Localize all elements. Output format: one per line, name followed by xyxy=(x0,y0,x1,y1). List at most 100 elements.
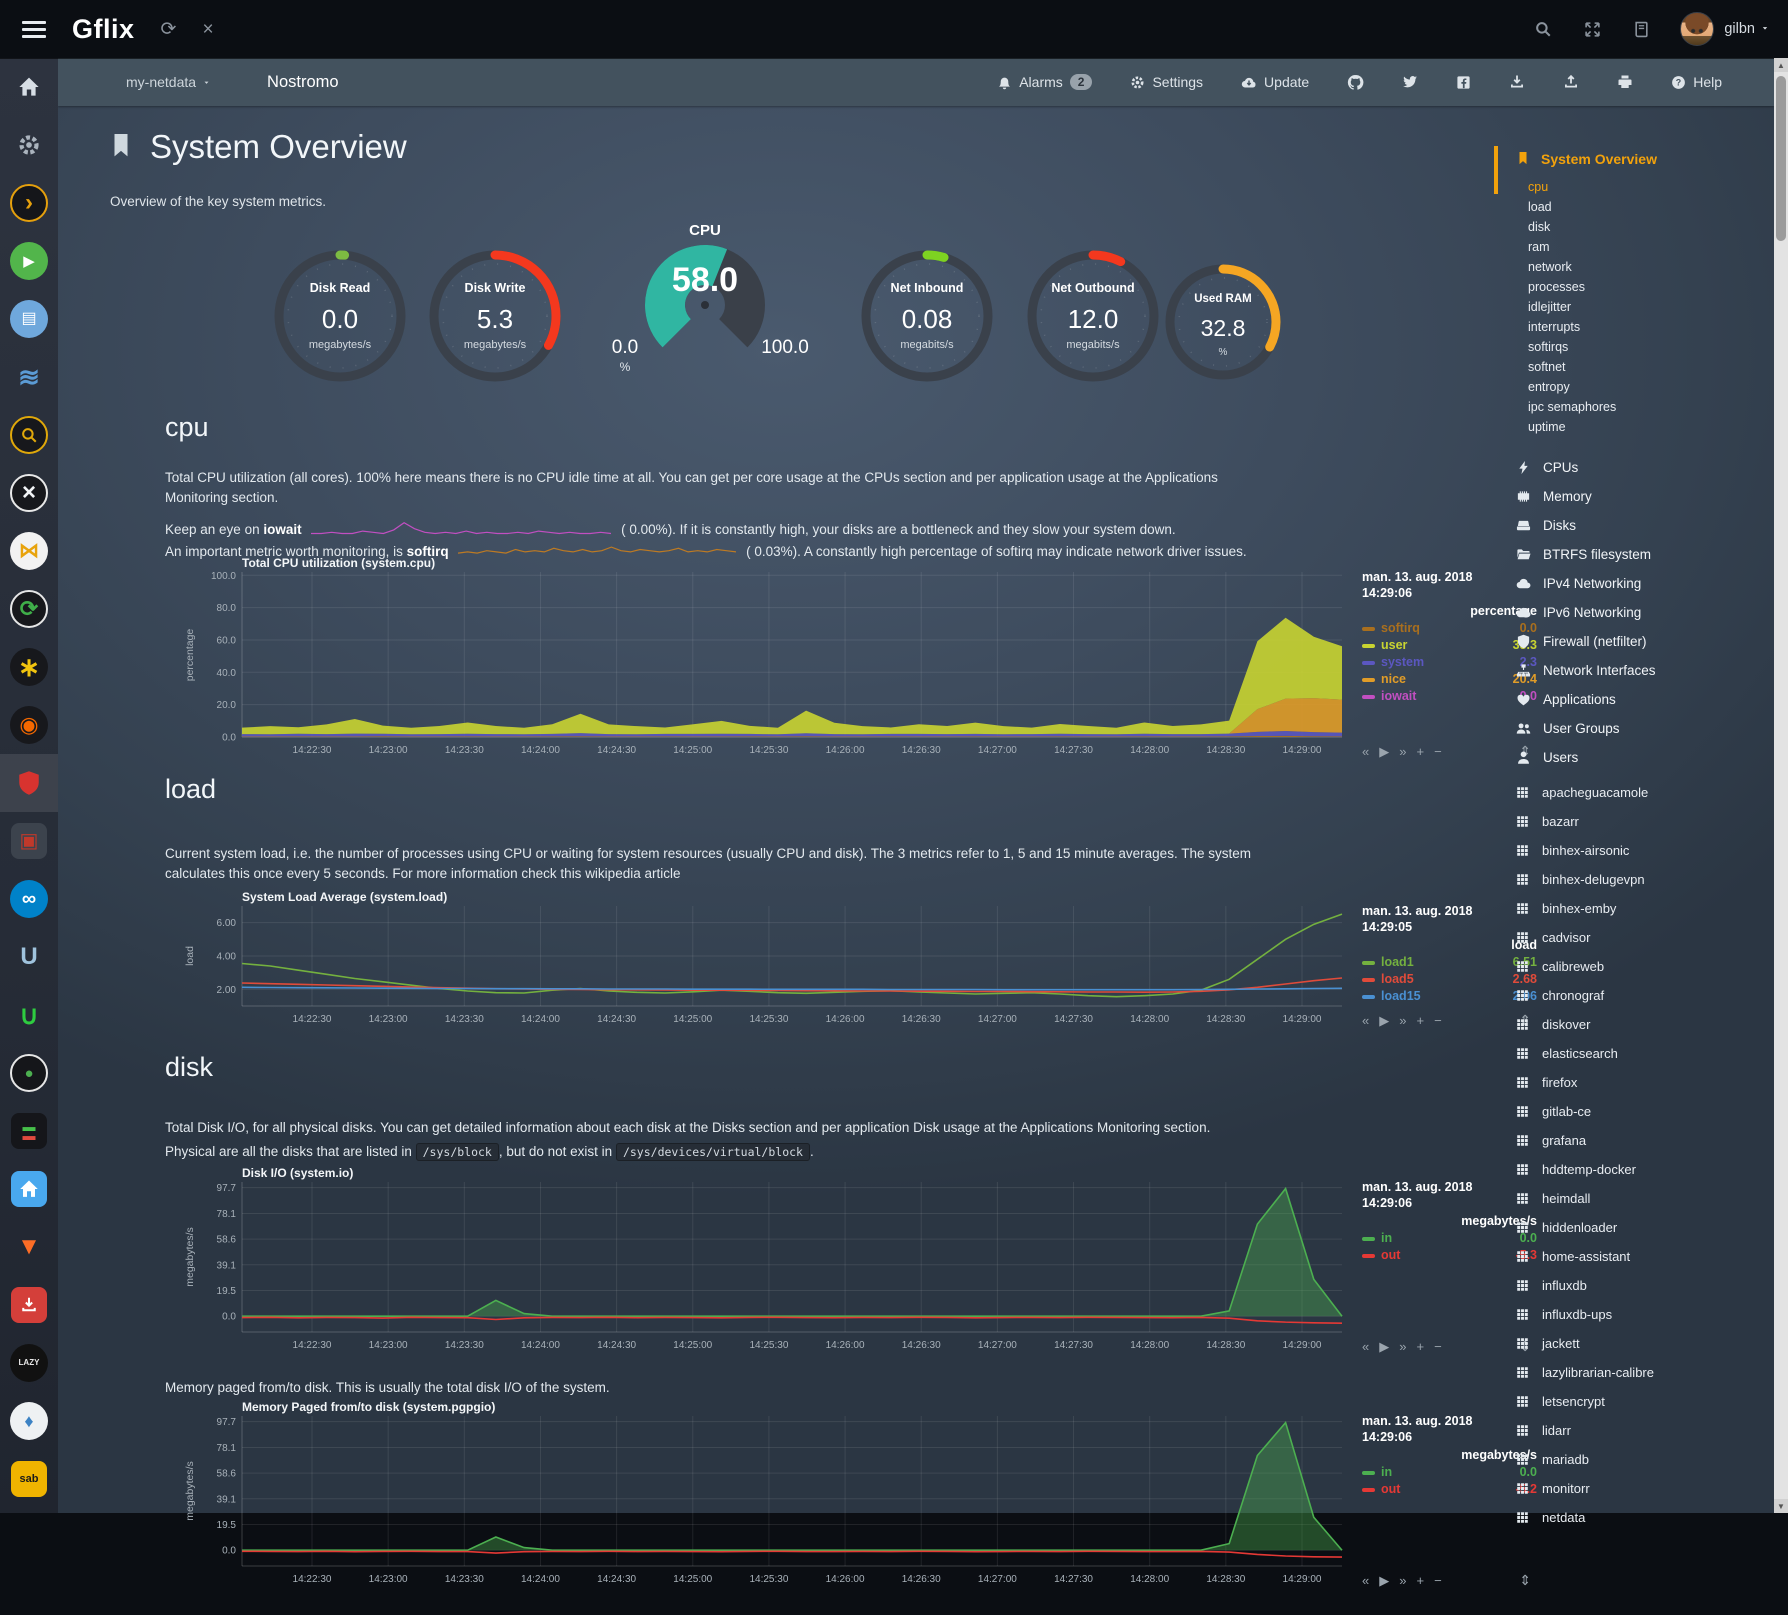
menu-app-grafana[interactable]: grafana xyxy=(1516,1126,1770,1155)
resize-handle[interactable]: ⇕ xyxy=(1519,1572,1531,1588)
gauge-used-ram[interactable]: Used RAM 32.8% xyxy=(1163,262,1283,387)
menu-app-monitorr[interactable]: monitorr xyxy=(1516,1474,1770,1503)
menu-app-diskover[interactable]: diskover xyxy=(1516,1010,1770,1039)
pan-backward-button[interactable]: « xyxy=(1362,1573,1370,1588)
sidebar-app-sabnzbd[interactable]: sab xyxy=(0,1450,58,1508)
load-plot[interactable]: 14:22:30 14:23:00 14:23:30 14:24:00 14:24:30… xyxy=(192,906,1346,1028)
search-icon[interactable] xyxy=(1534,20,1552,38)
load-chart[interactable]: System Load Average (system.load) load 14:… xyxy=(178,890,1578,1055)
print-button[interactable] xyxy=(1617,74,1633,90)
sidebar-app-nextcloud[interactable]: ∞ xyxy=(0,870,58,928)
menu-section-memory[interactable]: Memory xyxy=(1516,482,1770,511)
scrollbar-thumb[interactable] xyxy=(1776,76,1786,241)
sidebar-app-green-saucer[interactable]: ● xyxy=(0,1044,58,1102)
menu-section-network-interfaces[interactable]: Network Interfaces xyxy=(1516,656,1770,685)
sidebar-app-ubooquity-u[interactable]: U xyxy=(0,928,58,986)
sidebar-app-water-drop[interactable]: ♦ xyxy=(0,1392,58,1450)
play-button[interactable]: ▶ xyxy=(1379,1012,1390,1028)
zoom-out-button[interactable]: − xyxy=(1434,744,1442,759)
alarms-button[interactable]: Alarms 2 xyxy=(997,74,1093,90)
settings-button[interactable]: Settings xyxy=(1130,74,1203,90)
menu-app-lazylibrarian-calibre[interactable]: lazylibrarian-calibre xyxy=(1516,1358,1770,1387)
legend-item-in[interactable]: in 0.0 xyxy=(1362,1464,1537,1481)
sidebar-app-red-download[interactable] xyxy=(0,1276,58,1334)
menu-section-ipv4-networking[interactable]: IPv4 Networking xyxy=(1516,569,1770,598)
menu-app-gitlab-ce[interactable]: gitlab-ce xyxy=(1516,1097,1770,1126)
menu-section-user-groups[interactable]: User Groups xyxy=(1516,714,1770,743)
menu-app-binhex-delugevpn[interactable]: binhex-delugevpn xyxy=(1516,865,1770,894)
sidebar-app-recycle[interactable]: ⟳ xyxy=(0,580,58,638)
menu-app-jackett[interactable]: jackett xyxy=(1516,1329,1770,1358)
zoom-in-button[interactable]: + xyxy=(1416,1573,1425,1588)
menu-item-ipc-semaphores[interactable]: ipc semaphores xyxy=(1528,400,1617,414)
menu-app-lidarr[interactable]: lidarr xyxy=(1516,1416,1770,1445)
menu-section-firewall-netfilter-[interactable]: Firewall (netfilter) xyxy=(1516,627,1770,656)
legend-item-in[interactable]: in 0.0 xyxy=(1362,1230,1537,1247)
menu-app-hddtemp-docker[interactable]: hddtemp-docker xyxy=(1516,1155,1770,1184)
sidebar-app-x-blades[interactable]: × xyxy=(0,464,58,522)
help-button[interactable]: ? Help xyxy=(1671,74,1722,90)
sidebar-app-bowtie[interactable]: ⋈ xyxy=(0,522,58,580)
menu-app-elasticsearch[interactable]: elasticsearch xyxy=(1516,1039,1770,1068)
update-button[interactable]: Update xyxy=(1241,74,1309,90)
menu-item-processes[interactable]: processes xyxy=(1528,280,1585,294)
sidebar-app-gitlab-fox[interactable]: ▼ xyxy=(0,1218,58,1276)
menu-item-network[interactable]: network xyxy=(1528,260,1572,274)
zoom-out-button[interactable]: − xyxy=(1434,1339,1442,1354)
facebook-link[interactable] xyxy=(1456,75,1471,90)
pan-forward-button[interactable]: » xyxy=(1399,744,1407,759)
legend-item-iowait[interactable]: iowait0.0 xyxy=(1362,688,1537,705)
menu-app-netdata[interactable]: netdata xyxy=(1516,1503,1770,1532)
zoom-in-button[interactable]: + xyxy=(1416,1339,1425,1354)
legend-item-load5[interactable]: load5 2.68 xyxy=(1362,971,1537,988)
menu-app-hiddenloader[interactable]: hiddenloader xyxy=(1516,1213,1770,1242)
pan-forward-button[interactable]: » xyxy=(1399,1339,1407,1354)
menu-item-cpu[interactable]: cpu xyxy=(1528,180,1549,194)
user-menu[interactable]: gilbn xyxy=(1724,21,1770,37)
play-button[interactable]: ▶ xyxy=(1379,743,1390,759)
sidebar-app-monitorr-status[interactable]: ▬ xyxy=(0,1102,58,1160)
pan-backward-button[interactable]: « xyxy=(1362,744,1370,759)
menu-item-idlejitter[interactable]: idlejitter xyxy=(1528,300,1572,314)
menu-app-bazarr[interactable]: bazarr xyxy=(1516,807,1770,836)
menu-section-btrfs-filesystem[interactable]: BTRFS filesystem xyxy=(1516,540,1770,569)
menu-item-entropy[interactable]: entropy xyxy=(1528,380,1570,394)
pan-backward-button[interactable]: « xyxy=(1362,1339,1370,1354)
sidebar-app-settings-gear[interactable] xyxy=(0,116,58,174)
menu-item-ram[interactable]: ram xyxy=(1528,240,1550,254)
page-scrollbar[interactable]: ▲ ▼ xyxy=(1774,58,1788,1513)
menu-section-disks[interactable]: Disks xyxy=(1516,511,1770,540)
menu-app-calibreweb[interactable]: calibreweb xyxy=(1516,952,1770,981)
cpu-chart[interactable]: Total CPU utilization (system.cpu) percen… xyxy=(178,556,1578,786)
sidebar-app-home-tab[interactable] xyxy=(0,58,58,116)
menu-app-influxdb[interactable]: influxdb xyxy=(1516,1271,1770,1300)
sidebar-app-lazylibrarian[interactable]: LAZY xyxy=(0,1334,58,1392)
gauge-net-inbound[interactable]: Net Inbound 0.08 megabits/s xyxy=(857,246,997,391)
legend-item-softirq[interactable]: softirq 0.0 xyxy=(1362,620,1537,637)
zoom-in-button[interactable]: + xyxy=(1416,744,1425,759)
menu-section-users[interactable]: Users xyxy=(1516,743,1770,772)
menu-item-interrupts[interactable]: interrupts xyxy=(1528,320,1581,334)
sidebar-app-airsonic-wave[interactable]: ≋ xyxy=(0,348,58,406)
menu-section-applications[interactable]: Applications xyxy=(1516,685,1770,714)
server-dropdown[interactable]: my-netdata xyxy=(126,74,211,90)
sidebar-app-green-u[interactable]: ∪ xyxy=(0,986,58,1044)
cpu-plot[interactable]: 14:22:30 14:23:00 14:23:30 14:24:00 14:24:30… xyxy=(192,572,1346,759)
menu-app-letsencrypt[interactable]: letsencrypt xyxy=(1516,1387,1770,1416)
gauge-net-outbound[interactable]: Net Outbound 12.0 megabits/s xyxy=(1023,246,1163,391)
gauge-disk-write[interactable]: Disk Write 5.3 megabytes/s xyxy=(425,246,565,391)
scroll-down-arrow[interactable]: ▼ xyxy=(1774,1499,1788,1513)
scroll-up-arrow[interactable]: ▲ xyxy=(1774,58,1788,72)
play-button[interactable]: ▶ xyxy=(1379,1572,1390,1588)
export-button[interactable] xyxy=(1563,74,1579,90)
gauge-disk-read[interactable]: Disk Read 0.0 megabytes/s xyxy=(270,246,410,391)
sidebar-app-node-graph[interactable]: ∗ xyxy=(0,638,58,696)
menu-item-softirqs[interactable]: softirqs xyxy=(1528,340,1569,354)
menu-section-ipv6-networking[interactable]: IPv6 Networking xyxy=(1516,598,1770,627)
hamburger-menu-icon[interactable] xyxy=(22,20,46,24)
menu-app-apacheguacamole[interactable]: apacheguacamole xyxy=(1516,778,1770,807)
zoom-out-button[interactable]: − xyxy=(1434,1573,1442,1588)
changelog-icon[interactable] xyxy=(1633,21,1650,38)
import-button[interactable] xyxy=(1509,74,1525,90)
pgpgio-plot[interactable]: 14:22:30 14:23:00 14:23:30 14:24:00 14:24:30… xyxy=(192,1416,1346,1588)
